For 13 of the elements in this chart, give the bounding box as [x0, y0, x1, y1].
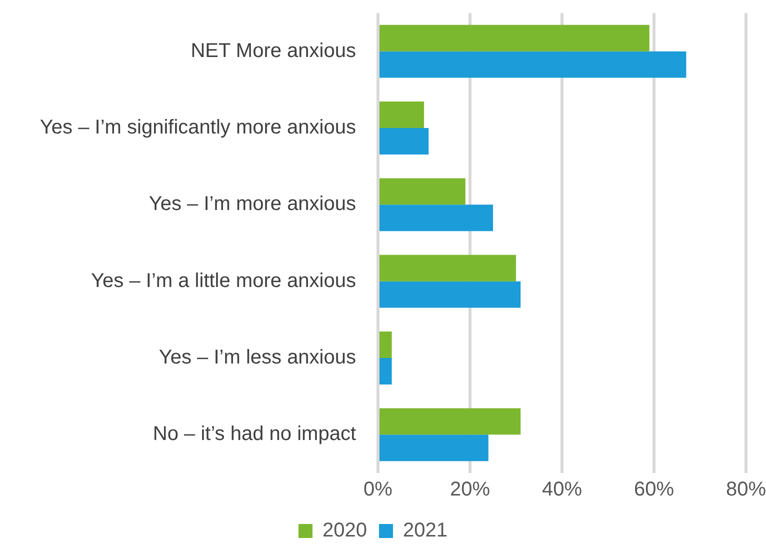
x-tick-label: 0%: [364, 478, 393, 501]
legend-label: 2020: [322, 520, 368, 542]
legend-label: 2021: [403, 520, 448, 542]
y-tick-label: No – it’s had no impact: [152, 423, 356, 446]
x-tick-label: 80%: [726, 478, 766, 501]
x-tick-label: 40%: [542, 478, 582, 501]
y-tick-label: NET More anxious: [190, 40, 356, 62]
y-tick-label: Yes – I’m a little more anxious: [91, 270, 356, 292]
y-tick-label: Yes – I’m more anxious: [148, 193, 356, 216]
x-tick-label: 20%: [450, 478, 490, 501]
x-tick-label: 60%: [634, 478, 674, 501]
y-tick-label: Yes – I’m significantly more anxious: [40, 116, 356, 139]
y-tick-label: Yes – I’m less anxious: [158, 346, 356, 369]
